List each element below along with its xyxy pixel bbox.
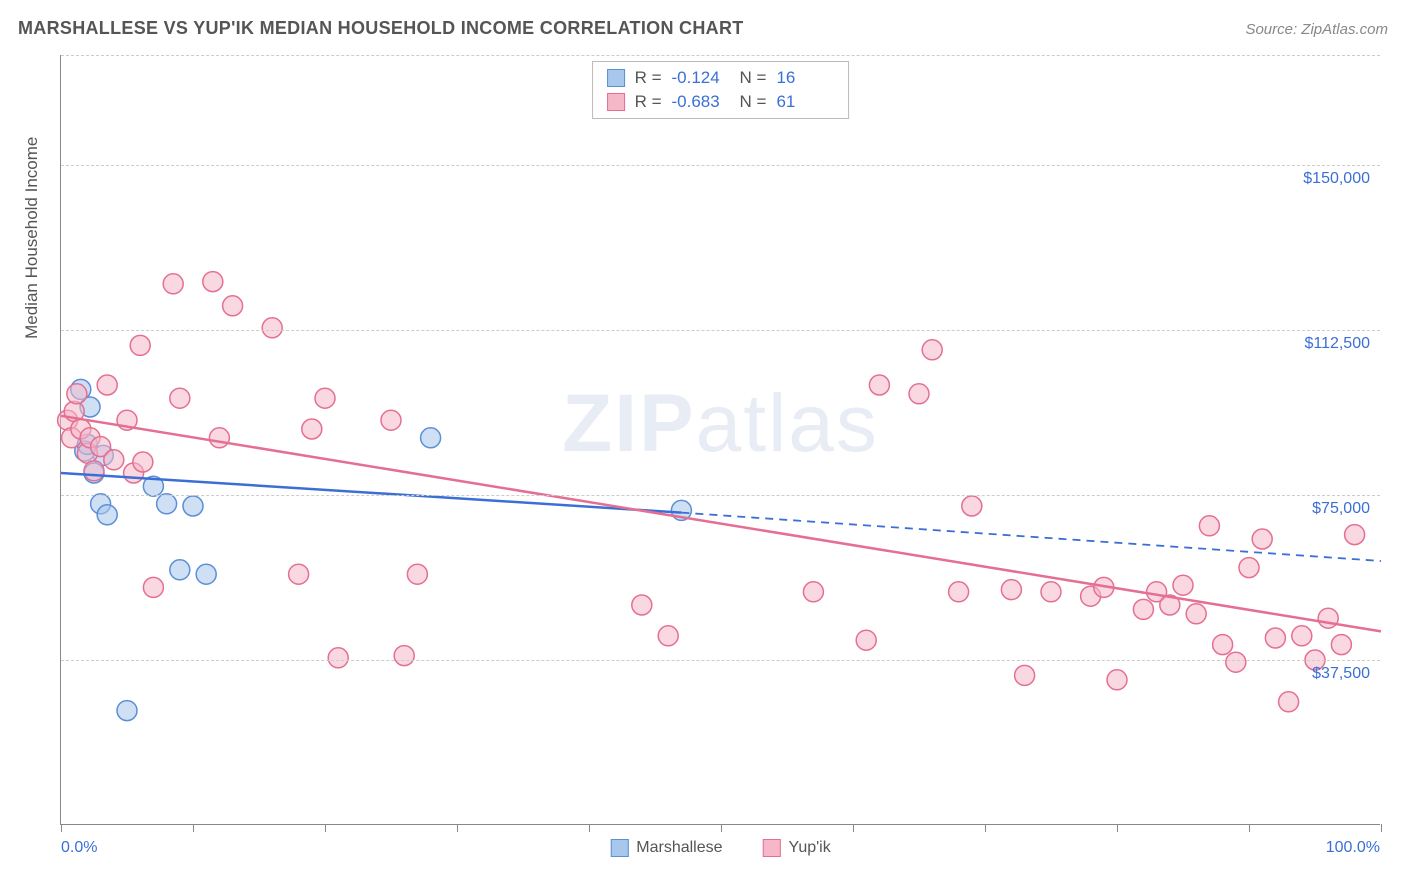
data-point: [658, 626, 678, 646]
plot-area: ZIPatlas R = -0.124 N = 16 R = -0.683 N …: [60, 55, 1380, 825]
chart-title: MARSHALLESE VS YUP'IK MEDIAN HOUSEHOLD I…: [18, 18, 744, 39]
data-point: [962, 496, 982, 516]
data-point: [183, 496, 203, 516]
legend-label: Marshallese: [636, 839, 722, 857]
data-point: [104, 450, 124, 470]
y-axis-title: Median Household Income: [22, 137, 42, 339]
data-point: [1186, 604, 1206, 624]
data-point: [1107, 670, 1127, 690]
data-point: [315, 388, 335, 408]
bottom-legend: Marshallese Yup'ik: [610, 839, 830, 857]
data-point: [1213, 635, 1233, 655]
data-point: [856, 630, 876, 650]
x-tick: [325, 824, 326, 832]
x-tick: [1117, 824, 1118, 832]
data-point: [1041, 582, 1061, 602]
data-point: [421, 428, 441, 448]
data-point: [381, 410, 401, 430]
legend-label: Yup'ik: [789, 839, 831, 857]
data-point: [1226, 652, 1246, 672]
data-point: [1001, 580, 1021, 600]
data-point: [196, 564, 216, 584]
data-point: [1331, 635, 1351, 655]
data-point: [407, 564, 427, 584]
gridline: [61, 495, 1380, 496]
gridline: [61, 330, 1380, 331]
gridline: [61, 660, 1380, 661]
data-point: [97, 505, 117, 525]
data-point: [209, 428, 229, 448]
x-tick: [1381, 824, 1382, 832]
data-point: [1292, 626, 1312, 646]
data-point: [869, 375, 889, 395]
swatch-icon: [610, 839, 628, 857]
trend-line-extrapolated: [681, 513, 1381, 561]
data-point: [84, 461, 104, 481]
data-point: [1173, 575, 1193, 595]
y-tick-label: $75,000: [1312, 500, 1370, 518]
data-point: [1345, 525, 1365, 545]
trend-line: [61, 416, 1381, 632]
header: MARSHALLESE VS YUP'IK MEDIAN HOUSEHOLD I…: [18, 18, 1388, 39]
data-point: [1199, 516, 1219, 536]
chart-container: MARSHALLESE VS YUP'IK MEDIAN HOUSEHOLD I…: [0, 0, 1406, 892]
data-point: [632, 595, 652, 615]
data-point: [289, 564, 309, 584]
data-point: [203, 272, 223, 292]
y-tick-label: $150,000: [1303, 170, 1370, 188]
data-point: [143, 577, 163, 597]
data-point: [302, 419, 322, 439]
data-point: [1279, 692, 1299, 712]
data-point: [1252, 529, 1272, 549]
data-point: [133, 452, 153, 472]
x-tick: [457, 824, 458, 832]
x-label-right: 100.0%: [1326, 839, 1380, 857]
x-tick: [853, 824, 854, 832]
legend-item-yupik: Yup'ik: [763, 839, 831, 857]
gridline: [61, 165, 1380, 166]
data-point: [262, 318, 282, 338]
scatter-svg: [61, 55, 1380, 824]
x-tick: [721, 824, 722, 832]
data-point: [1318, 608, 1338, 628]
data-point: [1265, 628, 1285, 648]
x-tick: [1249, 824, 1250, 832]
data-point: [163, 274, 183, 294]
x-tick: [589, 824, 590, 832]
y-tick-label: $112,500: [1304, 335, 1370, 353]
x-tick: [193, 824, 194, 832]
data-point: [97, 375, 117, 395]
data-point: [170, 560, 190, 580]
legend-item-marshallese: Marshallese: [610, 839, 722, 857]
source-label: Source: ZipAtlas.com: [1245, 21, 1388, 38]
data-point: [394, 646, 414, 666]
data-point: [1015, 665, 1035, 685]
data-point: [1239, 558, 1259, 578]
data-point: [1133, 599, 1153, 619]
x-tick: [61, 824, 62, 832]
data-point: [117, 701, 137, 721]
data-point: [909, 384, 929, 404]
swatch-icon: [763, 839, 781, 857]
x-tick: [985, 824, 986, 832]
data-point: [803, 582, 823, 602]
data-point: [328, 648, 348, 668]
data-point: [922, 340, 942, 360]
data-point: [223, 296, 243, 316]
data-point: [67, 384, 87, 404]
gridline: [61, 55, 1380, 56]
data-point: [130, 335, 150, 355]
data-point: [157, 494, 177, 514]
x-label-left: 0.0%: [61, 839, 97, 857]
y-tick-label: $37,500: [1312, 665, 1370, 683]
data-point: [949, 582, 969, 602]
data-point: [170, 388, 190, 408]
